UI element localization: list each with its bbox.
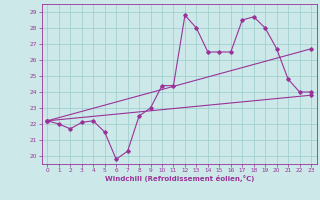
X-axis label: Windchill (Refroidissement éolien,°C): Windchill (Refroidissement éolien,°C) [105, 175, 254, 182]
